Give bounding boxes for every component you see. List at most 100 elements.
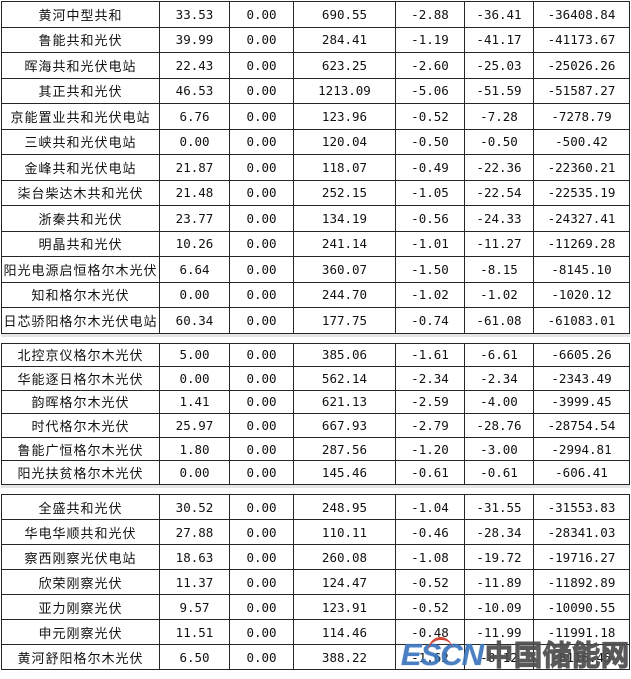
value-cell: -19716.27 xyxy=(547,549,616,565)
value-cell: 667.93 xyxy=(294,414,396,437)
value-cell: 118.07 xyxy=(294,155,396,180)
station-name-cell: 知和格尔木光伏 xyxy=(2,282,160,307)
station-name-cell: 亚力刚察光伏 xyxy=(2,595,160,620)
value-cell: -28754.54 xyxy=(547,418,616,434)
value-cell: 0.00 xyxy=(230,645,294,670)
value-cell: 0.00 xyxy=(230,155,294,180)
table-row: 晖海共和光伏电站 22.43 0.00 623.25 -2.60 -25.03 -25026… xyxy=(2,53,629,79)
value-cell: -1.02 xyxy=(396,282,465,307)
value-cell: 6.64 xyxy=(160,257,230,282)
value-cell: -24327.41 xyxy=(547,210,616,226)
table-row: 明晶共和光伏 10.26 0.00 241.14 -1.01 -11.27 -11269.2… xyxy=(2,231,629,257)
station-name-cell: 京能置业共和光伏电站 xyxy=(2,104,160,129)
station-name-cell: 北控京仪格尔木光伏 xyxy=(2,343,160,367)
value-cell: 123.96 xyxy=(294,104,396,129)
table-row: 全盛共和光伏 30.52 0.00 248.95 -1.04 -31.55 -31553.8… xyxy=(2,495,629,521)
value-cell: 6.76 xyxy=(160,104,230,129)
value-cell: -25026.26 xyxy=(547,57,616,73)
value-cell: 5.00 xyxy=(160,343,230,367)
value-cell: 623.25 xyxy=(294,53,396,78)
value-cell: 145.46 xyxy=(294,461,396,485)
station-name-cell: 柒台柴达木共和光伏 xyxy=(2,180,160,205)
value-cell: -19.72 xyxy=(465,545,534,570)
station-name-cell: 鲁能共和光伏 xyxy=(2,27,160,52)
value-cell: 124.47 xyxy=(294,570,396,595)
value-cell: -31553.83 xyxy=(547,499,616,515)
value-cell: -3.00 xyxy=(465,437,534,461)
value-cell: 0.00 xyxy=(230,620,294,645)
value-cell: 21.87 xyxy=(160,155,230,180)
table-row: 鲁能广恒格尔木光伏 1.80 0.00 287.56 -1.20 -3.00 -2994.8… xyxy=(2,437,629,462)
value-cell: -41173.67 xyxy=(547,32,616,48)
table-row: 黄河中型共和 33.53 0.00 690.55 -2.88 -36.41 -36408.8… xyxy=(2,2,629,28)
table-section: 全盛共和光伏 30.52 0.00 248.95 -1.04 -31.55 -31553.8… xyxy=(1,494,630,671)
value-cell: -0.49 xyxy=(396,155,465,180)
value-cell: -8145.10 xyxy=(551,261,612,277)
value-cell: 0.00 xyxy=(230,78,294,103)
value-cell: 6.50 xyxy=(160,645,230,670)
table-section: 黄河中型共和 33.53 0.00 690.55 -2.88 -36.41 -36408.8… xyxy=(1,1,630,334)
station-name-cell: 阳光电源启恒格尔木光伏 xyxy=(2,257,160,282)
value-cell: 0.00 xyxy=(230,27,294,52)
table-row: 黄河舒阳格尔木光伏 6.50 0.00 388.22 -1.62 -8.12 -8116.4… xyxy=(2,645,629,670)
station-name-cell: 黄河中型共和 xyxy=(2,2,160,27)
station-name-cell: 申元刚察光伏 xyxy=(2,620,160,645)
value-cell: -11991.18 xyxy=(547,624,616,640)
value-cell: 287.56 xyxy=(294,437,396,461)
table-row: 察西刚察光伏电站 18.63 0.00 260.08 -1.08 -19.72 -19716… xyxy=(2,545,629,571)
value-cell: 260.08 xyxy=(294,545,396,570)
value-cell: 562.14 xyxy=(294,367,396,390)
value-cell: 0.00 xyxy=(230,308,294,333)
value-cell: -1.01 xyxy=(396,231,465,256)
value-cell: -51.59 xyxy=(465,78,534,103)
value-cell: 46.53 xyxy=(160,78,230,103)
value-cell: -0.74 xyxy=(396,308,465,333)
value-cell: 0.00 xyxy=(230,520,294,545)
station-name-cell: 晖海共和光伏电站 xyxy=(2,53,160,78)
value-cell: -8.12 xyxy=(465,645,534,670)
value-cell: -11.27 xyxy=(465,231,534,256)
value-cell: -11269.28 xyxy=(547,236,616,252)
table-row: 亚力刚察光伏 9.57 0.00 123.91 -0.52 -10.09 -10090.55 xyxy=(2,595,629,621)
table-row: 时代格尔木光伏 25.97 0.00 667.93 -2.79 -28.76 -28754.… xyxy=(2,414,629,438)
value-cell: -28.76 xyxy=(465,414,534,437)
table-row: 京能置业共和光伏电站 6.76 0.00 123.96 -0.52 -7.28 -7278.… xyxy=(2,104,629,130)
value-cell: -36.41 xyxy=(465,2,534,27)
station-name-cell: 其正共和光伏 xyxy=(2,78,160,103)
value-cell: -8116.45 xyxy=(551,649,612,665)
table-row: 日芯骄阳格尔木光伏电站 60.34 0.00 177.75 -0.74 -61.08 -61… xyxy=(2,308,629,333)
value-cell: -1.20 xyxy=(396,437,465,461)
value-cell: 244.70 xyxy=(294,282,396,307)
value-cell: 0.00 xyxy=(230,595,294,620)
table-row: 浙秦共和光伏 23.77 0.00 134.19 -0.56 -24.33 -24327.4… xyxy=(2,206,629,232)
value-cell: 621.13 xyxy=(294,390,396,414)
value-cell: 0.00 xyxy=(230,545,294,570)
value-cell: 690.55 xyxy=(294,2,396,27)
value-cell: -0.52 xyxy=(396,104,465,129)
station-name-cell: 韵晖格尔木光伏 xyxy=(2,390,160,414)
value-cell: -1.08 xyxy=(396,545,465,570)
value-cell: 23.77 xyxy=(160,206,230,231)
value-cell: -11.99 xyxy=(465,620,534,645)
value-cell: -5.06 xyxy=(396,78,465,103)
value-cell: 0.00 xyxy=(230,414,294,437)
value-cell: -6.61 xyxy=(465,343,534,367)
table-row: 欣荣刚察光伏 11.37 0.00 124.47 -0.52 -11.89 -11892.8… xyxy=(2,570,629,596)
station-name-cell: 浙秦共和光伏 xyxy=(2,206,160,231)
table-row: 阳光扶贫格尔木光伏 0.00 0.00 145.46 -0.61 -0.61 -606.41 xyxy=(2,461,629,485)
value-cell: -0.48 xyxy=(396,620,465,645)
value-cell: -6605.26 xyxy=(551,347,612,363)
value-cell: -4.00 xyxy=(465,390,534,414)
value-cell: 1213.09 xyxy=(294,78,396,103)
value-cell: -10090.55 xyxy=(547,599,616,615)
value-cell: -22.36 xyxy=(465,155,534,180)
value-cell: -0.46 xyxy=(396,520,465,545)
value-cell: 1.41 xyxy=(160,390,230,414)
value-cell: 0.00 xyxy=(230,231,294,256)
value-cell: -0.61 xyxy=(465,461,534,485)
value-cell: 25.97 xyxy=(160,414,230,437)
value-cell: -0.52 xyxy=(396,595,465,620)
value-cell: 0.00 xyxy=(230,180,294,205)
value-cell: -500.42 xyxy=(555,134,608,150)
table-row: 柒台柴达木共和光伏 21.48 0.00 252.15 -1.05 -22.54 -2253… xyxy=(2,180,629,206)
